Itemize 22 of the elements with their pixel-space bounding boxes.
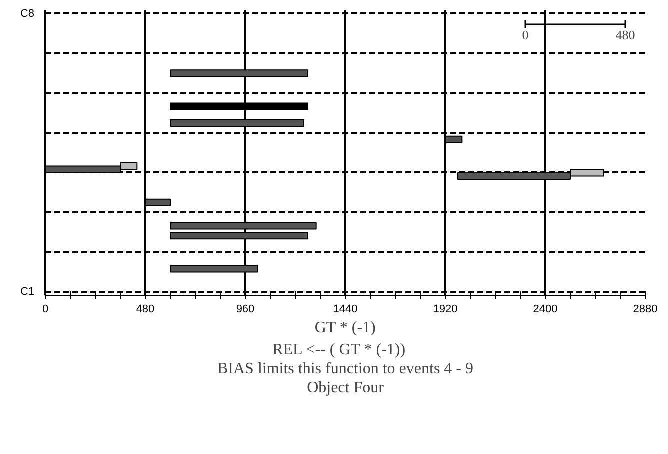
y-tick-label: C1	[20, 286, 34, 298]
bar	[170, 70, 308, 78]
x-tick-label: 1920	[433, 304, 458, 316]
bar	[170, 265, 258, 273]
text: Object Four	[307, 380, 385, 396]
x-tick-label: 2880	[633, 304, 658, 316]
x-tick-label: 480	[136, 304, 155, 316]
bar	[445, 136, 463, 144]
bar	[170, 222, 317, 230]
x-tick-label: 1440	[333, 304, 358, 316]
text: REL <-- ( GT * (-1))	[272, 342, 406, 358]
annotation: 0	[522, 28, 529, 42]
x-tick-label: 0	[42, 304, 49, 316]
annotation: 480	[616, 28, 636, 42]
bar	[170, 232, 308, 240]
text: BIAS limits this function to events 4 - 9	[218, 360, 474, 378]
bar	[170, 102, 308, 110]
x-tick-label: 2400	[533, 304, 558, 316]
x-tick-label: 960	[236, 304, 255, 316]
x-axis-title: GT * (-1)	[314, 320, 376, 336]
y-tick-label: C8	[20, 8, 34, 20]
bar	[170, 119, 304, 127]
